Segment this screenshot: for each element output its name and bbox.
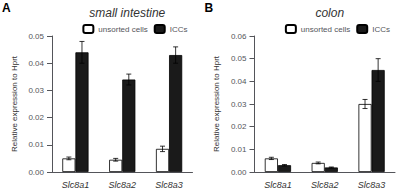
svg-text:0.00: 0.00 [28,168,44,177]
svg-text:0.01: 0.01 [231,145,247,154]
svg-text:Relative expression to Hprt: Relative expression to Hprt [10,55,19,152]
svg-text:0.05: 0.05 [28,32,44,41]
svg-text:unsorted cells: unsorted cells [301,25,350,34]
svg-text:B: B [205,1,214,15]
svg-text:ICCs: ICCs [170,25,188,34]
svg-text:0.05: 0.05 [231,54,247,63]
svg-text:0.02: 0.02 [28,113,44,122]
svg-text:0.04: 0.04 [28,59,44,68]
svg-text:Slc8a3: Slc8a3 [155,180,183,190]
svg-text:Slc8a3: Slc8a3 [358,180,386,190]
svg-text:0.04: 0.04 [231,77,247,86]
svg-text:Slc8a1: Slc8a1 [62,180,90,190]
svg-text:0.01: 0.01 [28,140,44,149]
svg-text:A: A [2,1,11,15]
svg-text:colon: colon [315,6,344,20]
svg-text:0.03: 0.03 [28,86,44,95]
svg-text:0.02: 0.02 [231,122,247,131]
svg-text:Relative expression to Hprt: Relative expression to Hprt [212,55,221,152]
svg-text:0.03: 0.03 [231,100,247,109]
svg-text:Slc8a2: Slc8a2 [108,180,136,190]
svg-text:ICCs: ICCs [372,25,390,34]
svg-text:Slc8a1: Slc8a1 [264,180,292,190]
svg-text:0.00: 0.00 [231,168,247,177]
svg-text:small intestine: small intestine [89,6,165,20]
svg-text:unsorted cells: unsorted cells [98,25,147,34]
svg-text:Slc8a2: Slc8a2 [311,180,339,190]
svg-text:0.06: 0.06 [231,32,247,41]
